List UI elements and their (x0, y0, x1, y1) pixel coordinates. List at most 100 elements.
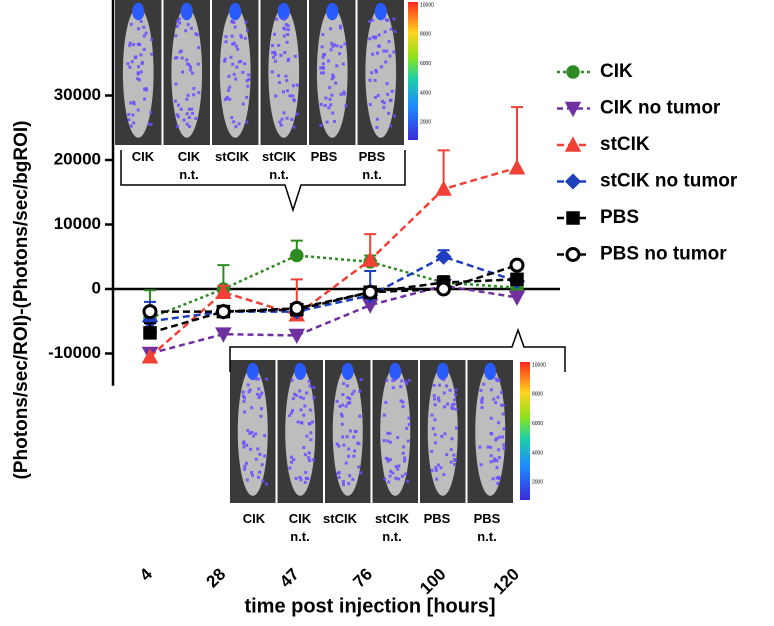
signal-pixel (386, 431, 390, 435)
signal-pixel (331, 73, 335, 77)
signal-pixel (176, 115, 180, 119)
signal-pixel (287, 57, 291, 61)
signal-pixel (242, 445, 246, 449)
signal-pixel (358, 414, 362, 418)
signal-pixel (388, 458, 392, 462)
colorbar-tick-label: 6000 (532, 421, 543, 427)
signal-pixel (338, 404, 342, 408)
signal-pixel (255, 377, 259, 381)
signal-pixel (286, 32, 290, 36)
mouse-head (229, 2, 242, 21)
signal-pixel (321, 55, 325, 59)
signal-pixel (312, 386, 316, 390)
inset-label: stCIK (323, 511, 358, 526)
signal-pixel (301, 396, 305, 400)
signal-pixel (357, 442, 361, 446)
signal-pixel (303, 480, 307, 484)
signal-pixel (303, 453, 307, 457)
signal-pixel (249, 447, 253, 451)
signal-pixel (305, 391, 309, 395)
signal-pixel (440, 434, 444, 438)
signal-pixel (254, 432, 258, 436)
signal-pixel (495, 466, 499, 470)
signal-pixel (433, 418, 437, 422)
signal-pixel (396, 435, 400, 439)
signal-pixel (348, 401, 352, 405)
signal-pixel (175, 56, 179, 60)
legend-label: CIK no tumor (600, 98, 721, 119)
mouse-head (132, 2, 145, 21)
brace (120, 150, 406, 213)
signal-pixel (343, 42, 347, 46)
signal-pixel (175, 113, 179, 117)
marker (435, 248, 452, 265)
inset-label: PBS (424, 511, 451, 526)
signal-pixel (302, 413, 306, 417)
signal-pixel (247, 73, 251, 77)
signal-pixel (309, 438, 313, 442)
signal-pixel (260, 463, 264, 467)
signal-pixel (186, 23, 190, 27)
signal-pixel (188, 65, 192, 69)
signal-pixel (497, 421, 501, 425)
signal-pixel (442, 391, 446, 395)
signal-pixel (277, 43, 281, 47)
signal-pixel (433, 433, 437, 437)
signal-pixel (144, 87, 148, 91)
signal-pixel (330, 77, 334, 81)
signal-pixel (234, 77, 238, 81)
signal-pixel (288, 414, 292, 418)
legend-marker (566, 65, 580, 79)
signal-pixel (178, 50, 182, 54)
y-tick-label: 0 (92, 278, 101, 297)
signal-pixel (430, 413, 434, 417)
signal-pixel (502, 447, 506, 451)
signal-pixel (144, 31, 148, 35)
signal-pixel (344, 461, 348, 465)
signal-pixel (451, 407, 455, 411)
signal-pixel (501, 435, 505, 439)
signal-pixel (435, 477, 439, 481)
series-line (150, 263, 518, 313)
signal-pixel (288, 94, 292, 98)
signal-pixel (384, 400, 388, 404)
inset-label: PBS (311, 149, 338, 164)
signal-pixel (439, 466, 443, 470)
signal-pixel (231, 42, 235, 46)
marker (143, 326, 157, 340)
signal-pixel (285, 40, 289, 44)
signal-pixel (186, 93, 190, 97)
signal-pixel (132, 102, 136, 106)
signal-pixel (337, 470, 341, 474)
signal-pixel (327, 106, 331, 110)
signal-pixel (443, 432, 447, 436)
signal-pixel (182, 118, 186, 122)
signal-pixel (319, 66, 323, 70)
mouse-head (246, 362, 259, 381)
signal-pixel (442, 473, 446, 477)
signal-pixel (176, 103, 180, 107)
signal-pixel (272, 55, 276, 59)
error-bar (511, 106, 523, 168)
signal-pixel (311, 420, 315, 424)
signal-pixel (346, 401, 350, 405)
signal-pixel (187, 115, 191, 119)
signal-pixel (502, 443, 506, 447)
legend-marker (564, 101, 582, 118)
signal-pixel (404, 380, 408, 384)
signal-pixel (494, 401, 498, 405)
signal-pixel (493, 457, 497, 461)
signal-pixel (245, 95, 249, 99)
signal-pixel (328, 97, 332, 101)
y-tick-label: 30000 (54, 85, 101, 104)
colorbar-tick-label: 6000 (420, 61, 431, 67)
signal-pixel (243, 62, 247, 66)
signal-pixel (298, 389, 302, 393)
signal-pixel (445, 453, 449, 457)
signal-pixel (374, 35, 378, 39)
signal-pixel (264, 377, 268, 381)
signal-pixel (385, 378, 389, 382)
signal-pixel (389, 124, 393, 128)
signal-pixel (291, 409, 295, 413)
